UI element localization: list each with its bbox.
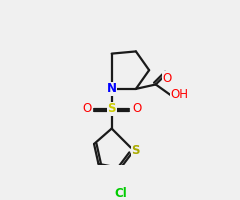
Text: N: N xyxy=(107,82,117,95)
Text: O: O xyxy=(82,102,91,115)
Text: O: O xyxy=(162,72,171,85)
Text: O: O xyxy=(132,102,141,115)
Text: OH: OH xyxy=(170,88,188,101)
Text: Cl: Cl xyxy=(114,187,127,200)
Text: S: S xyxy=(131,144,140,157)
Text: S: S xyxy=(108,102,116,115)
